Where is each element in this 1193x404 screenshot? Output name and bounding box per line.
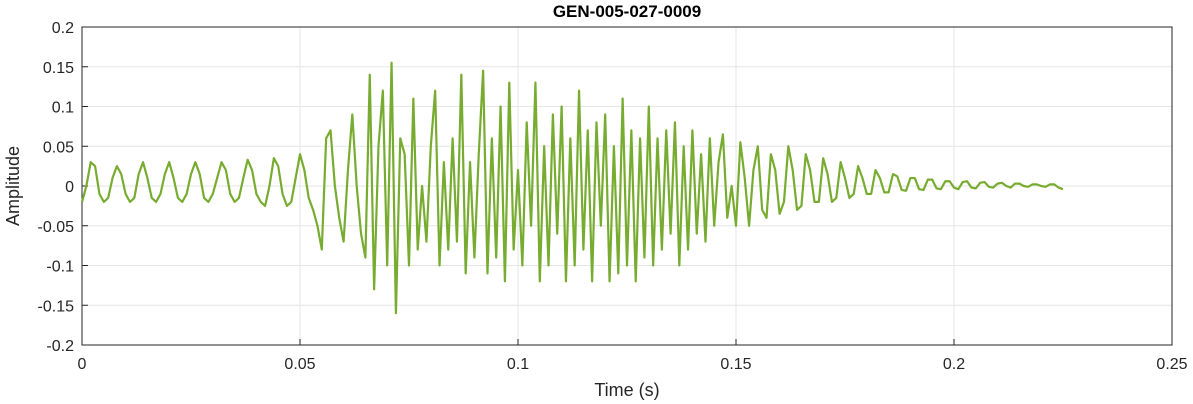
- y-tick-label: -0.15: [38, 298, 75, 315]
- plot-frame: [81, 26, 1173, 346]
- y-tick-label: 0.15: [43, 60, 74, 77]
- y-tick-label: 0.05: [43, 139, 74, 156]
- x-tick-label: 0: [78, 356, 87, 373]
- x-tick-label: 0.2: [943, 356, 965, 373]
- y-axis-label: Amplitude: [3, 146, 23, 226]
- y-tick-label: 0.1: [52, 100, 74, 117]
- x-tick-label: 0.1: [507, 356, 529, 373]
- x-axis-label: Time (s): [594, 380, 659, 400]
- x-tick-label: 0.15: [720, 356, 751, 373]
- x-tick-label: 0.25: [1156, 356, 1187, 373]
- chart-title: GEN-005-027-0009: [553, 2, 701, 21]
- y-tick-label: -0.2: [46, 338, 74, 355]
- y-tick-label: 0.2: [52, 20, 74, 37]
- waveform-line: [80, 61, 1064, 315]
- y-tick-label: -0.05: [38, 219, 75, 236]
- y-tick-label: 0: [65, 179, 74, 196]
- y-tick-label: -0.1: [46, 259, 74, 276]
- x-tick-label: 0.05: [284, 356, 315, 373]
